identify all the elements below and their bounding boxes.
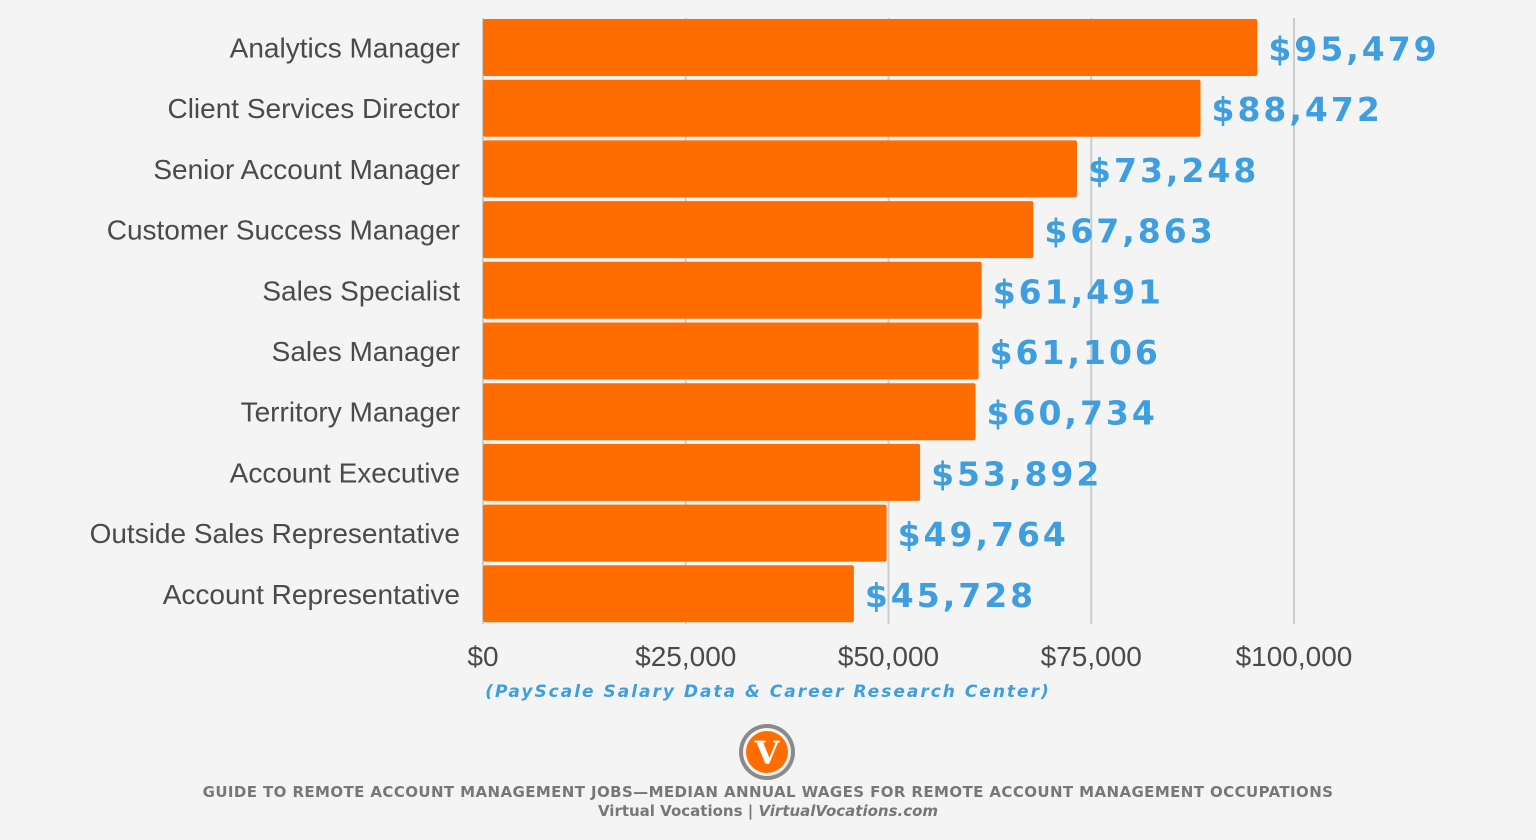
bar bbox=[483, 201, 1034, 259]
category-labels: Analytics Manager Client Services Directo… bbox=[90, 33, 461, 610]
footer-brand-name: Virtual Vocations | bbox=[597, 802, 759, 820]
value-label: $95,479 bbox=[1268, 30, 1439, 69]
bar bbox=[483, 443, 921, 501]
category-label: Account Representative bbox=[163, 579, 460, 610]
category-label: Account Executive bbox=[230, 457, 460, 488]
bar bbox=[483, 383, 976, 441]
value-label: $61,491 bbox=[993, 272, 1164, 311]
value-label: $61,106 bbox=[990, 333, 1161, 372]
source-note: (PayScale Salary Data & Career Research … bbox=[485, 682, 1051, 702]
x-tick-label: $75,000 bbox=[1041, 641, 1142, 672]
category-label: Client Services Director bbox=[167, 93, 460, 124]
value-labels: $95,479 $88,472 $73,248 $67,863 $61,491 $61,1… bbox=[865, 30, 1439, 615]
virtual-vocations-logo: V bbox=[739, 724, 795, 780]
x-axis-ticks: $0 $25,000 $50,000 $75,000 $100,000 bbox=[467, 641, 1352, 672]
x-tick-label: $25,000 bbox=[635, 641, 736, 672]
x-tick-label: $50,000 bbox=[838, 641, 939, 672]
value-label: $49,764 bbox=[898, 515, 1069, 554]
category-label: Senior Account Manager bbox=[153, 154, 460, 185]
bar bbox=[483, 565, 854, 623]
category-label: Customer Success Manager bbox=[107, 215, 460, 246]
value-label: $45,728 bbox=[865, 576, 1036, 615]
x-tick-label: $0 bbox=[467, 641, 498, 672]
value-label: $60,734 bbox=[987, 394, 1158, 433]
footer-brand: Virtual Vocations | VirtualVocations.com bbox=[0, 802, 1536, 820]
x-tick-label: $100,000 bbox=[1236, 641, 1353, 672]
logo-letter: V bbox=[754, 734, 781, 772]
bars bbox=[483, 19, 1258, 623]
bar bbox=[483, 504, 887, 562]
category-label: Sales Manager bbox=[272, 336, 460, 367]
bar bbox=[483, 261, 982, 319]
bar bbox=[483, 322, 979, 380]
category-label: Analytics Manager bbox=[230, 33, 460, 64]
footer-url[interactable]: VirtualVocations.com bbox=[758, 802, 939, 820]
value-label: $53,892 bbox=[931, 454, 1102, 493]
bar bbox=[483, 140, 1078, 198]
category-label: Sales Specialist bbox=[262, 275, 460, 306]
value-label: $88,472 bbox=[1212, 90, 1383, 129]
value-label: $67,863 bbox=[1044, 212, 1215, 251]
category-label: Outside Sales Representative bbox=[90, 518, 460, 549]
bar bbox=[483, 79, 1201, 137]
footer-title: GUIDE TO REMOTE ACCOUNT MANAGEMENT JOBS—… bbox=[202, 783, 1334, 801]
category-label: Territory Manager bbox=[241, 397, 460, 428]
value-label: $73,248 bbox=[1088, 151, 1259, 190]
bar bbox=[483, 19, 1258, 76]
bar-chart: Analytics Manager Client Services Directo… bbox=[90, 18, 1439, 672]
